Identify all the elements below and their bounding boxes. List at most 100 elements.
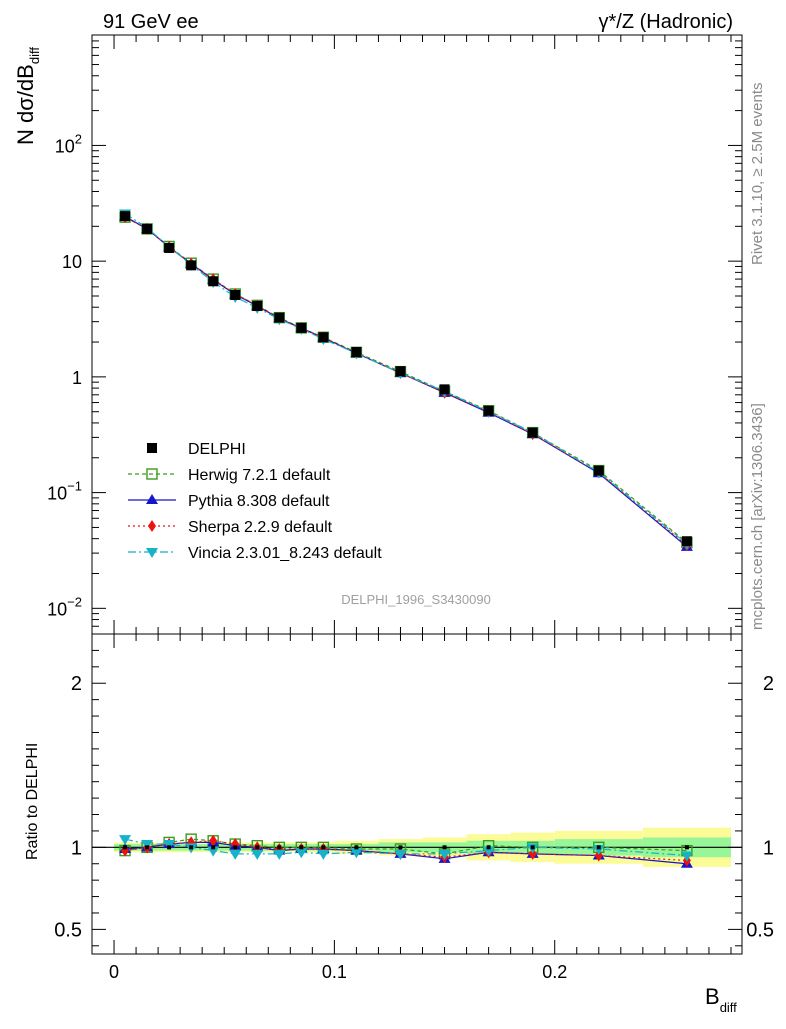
main-point-data	[186, 260, 197, 271]
legend-label: Herwig 7.2.1 default	[188, 467, 331, 484]
ratio-data-point	[277, 845, 282, 850]
ratio-y-tick-label-right: 1	[763, 837, 774, 859]
rivet-version-label: Rivet 3.1.10, ≥ 2.5M events	[749, 83, 766, 266]
main-series-group	[119, 209, 693, 552]
process-type-label: γ*/Z (Hadronic)	[599, 11, 733, 33]
ratio-y-tick-label-right: 2	[763, 673, 774, 695]
ratio-point-sherpa	[528, 847, 537, 860]
ratio-point-vincia	[163, 840, 176, 851]
main-point-data	[318, 332, 329, 343]
ratio-data-point	[442, 845, 447, 850]
ratio-point-sherpa	[209, 834, 218, 847]
legend-label: Pythia 8.308 default	[188, 493, 330, 510]
legend-marker-pythia	[146, 494, 158, 504]
ratio-point-vincia	[482, 846, 495, 857]
ratio-point-vincia	[207, 846, 220, 857]
ratio-data-point	[596, 845, 601, 850]
ratio-y-tick-label: 1	[71, 837, 82, 859]
legend-label: Sherpa 2.2.9 default	[188, 519, 333, 536]
main-y-tick-base: 10	[62, 252, 82, 272]
ratio-data-point	[189, 845, 194, 850]
ratio-point-vincia	[119, 835, 132, 846]
ratio-point-vincia	[229, 849, 242, 860]
main-point-data	[395, 366, 406, 377]
main-y-tick-exponent: −1	[67, 479, 82, 494]
ratio-point-vincia	[273, 849, 286, 860]
x-axis-label: Bdiff	[705, 984, 737, 1015]
main-y-axis-label-sub: diff	[27, 47, 42, 64]
main-point-data	[296, 322, 307, 333]
ratio-data-point	[684, 845, 689, 850]
x-axis-label-sub: diff	[720, 1000, 737, 1015]
x-tick-label: 0.2	[542, 962, 567, 982]
main-y-tick-base: 10	[47, 484, 67, 504]
main-point-data	[483, 405, 494, 416]
ratio-y-tick-label: 0.5	[54, 919, 82, 941]
main-y-axis-label-main: N dσ/dB	[13, 64, 38, 145]
ratio-y-tick-label: 2	[71, 673, 82, 695]
main-y-tick-exponent: −2	[67, 594, 82, 609]
ratio-data-point	[211, 845, 216, 850]
main-y-tick-base: 10	[55, 136, 75, 156]
main-point-data	[230, 289, 241, 300]
ratio-point-vincia	[295, 848, 308, 859]
ratio-panel-frame	[91, 633, 743, 955]
legend-label: Vincia 2.3.01_8.243 default	[188, 545, 382, 562]
ratio-data-point	[530, 845, 535, 850]
ratio-data-point	[233, 845, 238, 850]
main-point-data	[527, 427, 538, 438]
ratio-data-point	[354, 845, 359, 850]
analysis-id-label: DELPHI_1996_S3430090	[341, 592, 491, 607]
main-y-tick-base: 1	[72, 368, 82, 388]
ratio-data-point	[486, 845, 491, 850]
main-point-data	[351, 347, 362, 358]
main-y-tick-base: 10	[47, 599, 67, 619]
main-point-data	[439, 384, 450, 395]
main-y-tick-exponent: 2	[75, 131, 82, 146]
ratio-y-axis-label: Ratio to DELPHI	[24, 743, 41, 860]
main-y-tick-label: 1	[72, 368, 82, 388]
ratio-point-vincia	[394, 849, 407, 860]
main-point-data	[593, 465, 604, 476]
ratio-data-point	[145, 845, 150, 850]
main-point-data	[120, 211, 131, 222]
main-point-data	[252, 300, 263, 311]
ratio-data-point	[398, 845, 403, 850]
x-tick-label: 0	[109, 962, 119, 982]
legend-marker-data	[147, 443, 157, 453]
main-y-tick-label: 10−1	[47, 479, 82, 504]
ratio-point-sherpa	[594, 849, 603, 862]
main-point-data	[274, 312, 285, 323]
main-point-data	[681, 536, 692, 547]
ratio-data-point	[299, 845, 304, 850]
main-y-tick-label: 102	[55, 131, 82, 156]
legend-label: DELPHI	[188, 441, 246, 458]
ratio-data-point	[123, 845, 128, 850]
ratio-data-point	[321, 845, 326, 850]
legend: DELPHI Herwig 7.2.1 default Pythia 8.308 d…	[128, 441, 382, 562]
mcplots-label: mcplots.cern.ch [arXiv:1306.3436]	[749, 403, 766, 630]
process-label: 91 GeV ee	[103, 11, 199, 33]
ratio-series-group	[119, 833, 693, 868]
ratio-point-vincia	[317, 849, 330, 860]
ratio-point-vincia	[592, 844, 605, 855]
ratio-point-vincia	[141, 840, 154, 851]
main-point-data	[208, 276, 219, 287]
ratio-data-point	[255, 845, 260, 850]
ratio-y-tick-label-right: 0.5	[746, 919, 774, 941]
ratio-point-vincia	[438, 849, 451, 860]
legend-marker-vincia	[146, 548, 158, 558]
ratio-data-point	[167, 845, 172, 850]
main-point-data	[142, 223, 153, 234]
x-axis-label-main: B	[705, 984, 720, 1009]
main-point-data	[164, 242, 175, 253]
x-tick-label: 0.1	[322, 962, 347, 982]
main-y-tick-label: 10	[62, 252, 82, 272]
ratio-point-vincia	[350, 848, 363, 859]
main-y-tick-label: 10−2	[47, 594, 82, 619]
ratio-point-vincia	[680, 851, 693, 862]
legend-marker-sherpa	[148, 520, 156, 532]
legend-marker-herwig	[146, 468, 158, 480]
